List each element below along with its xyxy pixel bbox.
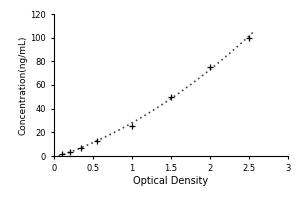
Point xyxy=(59,153,64,156)
Point xyxy=(208,66,212,69)
Y-axis label: Concentration(ng/mL): Concentration(ng/mL) xyxy=(18,35,27,135)
Point xyxy=(169,95,173,98)
X-axis label: Optical Density: Optical Density xyxy=(134,176,208,186)
Point xyxy=(130,125,134,128)
Point xyxy=(247,36,251,39)
Point xyxy=(94,139,99,142)
Point xyxy=(67,150,72,153)
Point xyxy=(79,147,84,150)
